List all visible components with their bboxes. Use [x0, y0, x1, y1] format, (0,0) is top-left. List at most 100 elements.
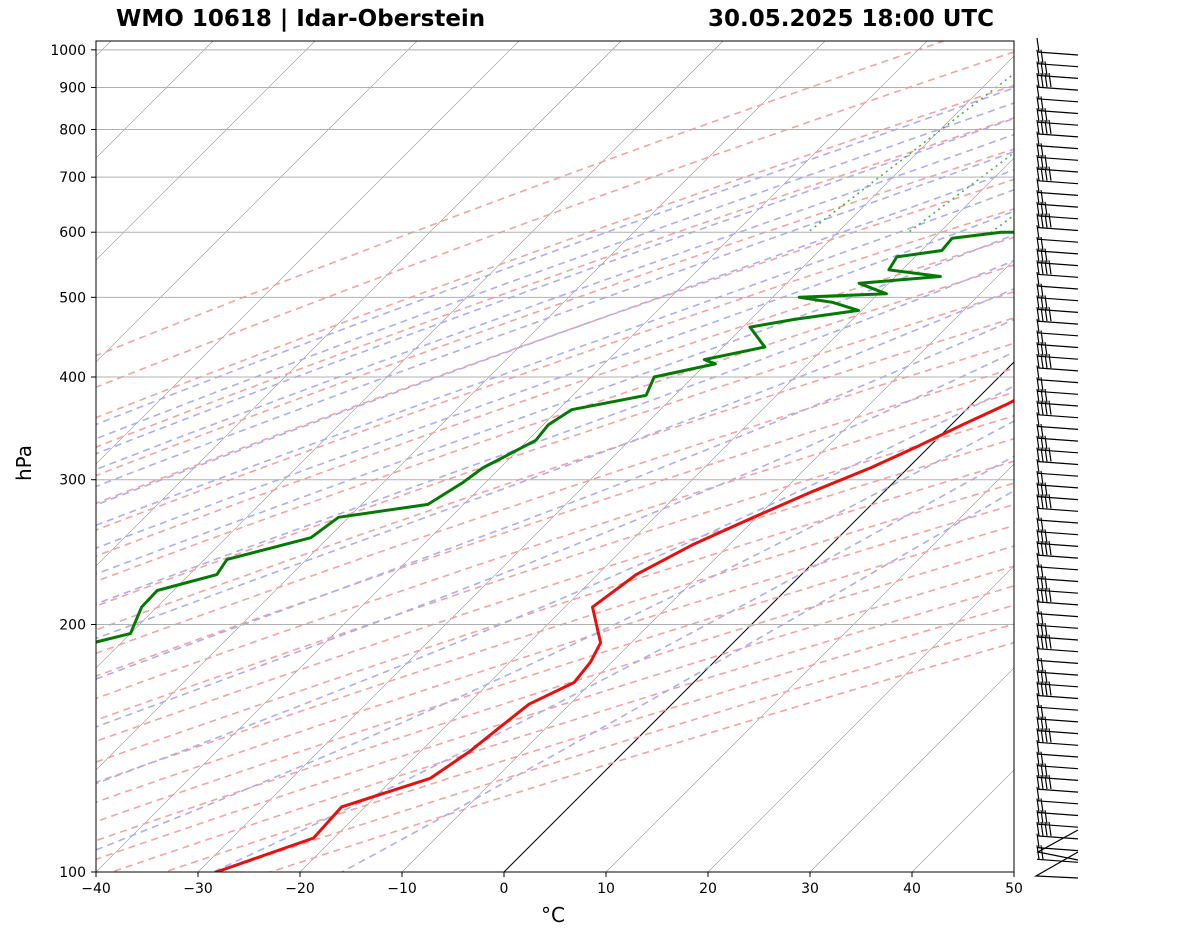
- wind-barb-flag: [1040, 283, 1044, 298]
- wind-barb-flag: [1048, 634, 1052, 649]
- wind-barb: [1036, 829, 1079, 861]
- wind-barb: [1036, 201, 1079, 220]
- wind-barb-flag: [1036, 669, 1040, 684]
- wind-barb: [1036, 611, 1079, 629]
- wind-barb-flag: [1040, 342, 1044, 357]
- wind-barb-flag: [1048, 213, 1052, 228]
- wind-barb-staff: [1036, 402, 1079, 407]
- x-axis-ticks: −40 −30 −20 −10 0 10 20 30 40 50: [81, 872, 1023, 897]
- wind-barb-staff: [1036, 449, 1079, 454]
- wind-barb-staff: [1036, 98, 1079, 103]
- wind-barb-flag: [1044, 353, 1048, 368]
- wind-barb-flag: [1036, 786, 1040, 801]
- wind-barb-flag: [1036, 377, 1040, 392]
- wind-barb-flag: [1040, 517, 1044, 532]
- wind-barb-flag: [1048, 166, 1052, 181]
- wind-barb-staff: [1036, 811, 1079, 817]
- wind-barb-flag: [1040, 236, 1044, 251]
- wind-barb: [1036, 728, 1079, 746]
- wind-barb: [1036, 447, 1079, 466]
- x-tick-label: 50: [1005, 881, 1023, 897]
- wind-barb-staff: [1036, 191, 1079, 196]
- wind-barb-flag: [1036, 49, 1040, 64]
- wind-barb-staff: [1036, 460, 1079, 466]
- wind-barb: [1036, 73, 1079, 91]
- y-tick-label: 700: [59, 170, 86, 186]
- wind-barb: [1036, 61, 1079, 79]
- wind-barb-staff: [1036, 683, 1079, 688]
- wind-barb: [1036, 190, 1079, 208]
- wind-barb-staff: [1036, 145, 1079, 150]
- dry-adiabat: [215, 623, 1014, 872]
- wind-barb-staff: [1036, 519, 1079, 524]
- chart-timestamp: 30.05.2025 18:00 UTC: [708, 6, 994, 32]
- wind-barb-flag: [1044, 541, 1048, 556]
- wind-barb-flag: [1036, 634, 1040, 649]
- wind-barb: [1036, 400, 1079, 419]
- wind-barb-flag: [1044, 295, 1048, 310]
- wind-barb: [1036, 154, 1079, 173]
- wind-barb-flag: [1036, 178, 1040, 193]
- moist-adiabat: [96, 233, 1014, 575]
- wind-barb-flag: [1044, 494, 1048, 509]
- y-tick-label: 200: [59, 617, 86, 633]
- wind-barb: [1036, 751, 1079, 770]
- wind-barb: [1036, 505, 1079, 524]
- dry-adiabat: [267, 641, 1014, 872]
- wind-barb-flag: [1036, 576, 1040, 591]
- wind-barb-flag: [1044, 400, 1048, 415]
- wind-barb-staff: [1036, 262, 1079, 267]
- wind-barb-staff: [1036, 566, 1079, 571]
- wind-barb: [1036, 108, 1079, 126]
- wind-barb-staff: [1036, 215, 1079, 220]
- wind-barb-flag: [1048, 681, 1052, 696]
- wind-barb-flag: [1040, 353, 1044, 368]
- wind-barb-flag: [1044, 669, 1048, 684]
- x-axis-label: °C: [541, 903, 565, 927]
- wind-barb-staff: [1036, 285, 1079, 290]
- dry-adiabat: [96, 264, 1014, 583]
- wind-barb-flag: [1040, 798, 1044, 813]
- wind-barb-flag: [1044, 166, 1048, 181]
- wind-barb: [1036, 821, 1079, 840]
- wind-barb-flag: [1048, 260, 1052, 275]
- wind-barb-flag: [1044, 810, 1048, 825]
- wind-barb-flag: [1040, 634, 1044, 649]
- wind-barb: [1036, 178, 1079, 196]
- wind-barb-staff: [1036, 74, 1079, 79]
- wind-barb: [1036, 681, 1079, 700]
- wind-barb-flag: [1048, 728, 1052, 743]
- wind-barb-flag: [1048, 447, 1052, 462]
- moist-adiabat: [96, 117, 1014, 455]
- dry-adiabat: [96, 565, 1014, 861]
- wind-barb-flag: [1048, 307, 1052, 322]
- wind-barb: [1036, 342, 1079, 360]
- wind-barb-flag: [1036, 424, 1040, 439]
- isotherm: [605, 463, 1014, 872]
- wind-barb-flag: [1040, 587, 1044, 602]
- wind-barb: [1033, 851, 1079, 879]
- wind-barb-flag: [1036, 119, 1040, 134]
- wind-barb-flag: [1036, 482, 1040, 497]
- wind-barb: [1036, 365, 1079, 384]
- wind-barb: [1036, 459, 1079, 477]
- wind-barb-flag: [1044, 61, 1048, 76]
- wind-barb-staff: [1036, 414, 1079, 419]
- wind-barb-flag: [1048, 587, 1052, 602]
- x-tick-label: 0: [500, 881, 509, 897]
- wind-barb-staff: [1036, 297, 1079, 302]
- x-tick-label: 30: [801, 881, 819, 897]
- wind-barb-flag: [1044, 634, 1048, 649]
- wind-barb: [1036, 377, 1079, 395]
- wind-barb-flag: [1040, 529, 1044, 544]
- wind-barb-flag: [1040, 751, 1044, 766]
- wind-barb-flag: [1040, 295, 1044, 310]
- wind-barb-staff: [1036, 332, 1079, 337]
- wind-barb: [1036, 810, 1079, 828]
- dry-adiabat: [96, 391, 1014, 700]
- wind-barb-staff: [1036, 156, 1079, 161]
- wind-barb-staff: [1036, 835, 1079, 840]
- wind-barb-flag: [1036, 143, 1040, 158]
- wind-barb-flag: [1036, 283, 1040, 298]
- wind-barb-staff: [1036, 343, 1079, 349]
